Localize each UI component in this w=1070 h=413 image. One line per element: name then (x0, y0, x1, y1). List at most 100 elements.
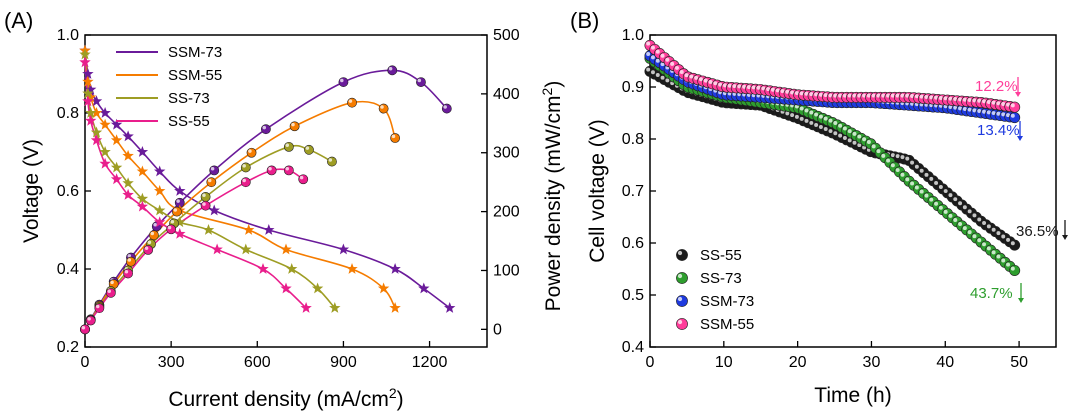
b-data-ball-highlight (876, 93, 881, 98)
panel-b-legend: SS-55 SS-73 SSM-73 SSM-55 (676, 247, 754, 333)
b-data-ball-highlight (938, 96, 943, 100)
a-power-ball (206, 177, 217, 188)
a-power-ball-highlight (242, 178, 246, 183)
a-power-ball-body (289, 121, 300, 132)
b-data-ball-highlight (780, 89, 785, 94)
a-y-tick-label: 0.6 (57, 183, 79, 200)
a-voltage-star (346, 263, 358, 274)
a-power-ball-body (123, 268, 133, 279)
b-data-ball-highlight (924, 95, 929, 99)
a-voltage-star (243, 224, 255, 235)
a-power-ball-highlight (380, 105, 384, 109)
b-data-ball-highlight (828, 93, 833, 98)
a-power-ball-body (105, 287, 116, 298)
a-power-ball-body (94, 303, 105, 314)
a-power-ball-body (266, 165, 277, 176)
a-voltage-star (280, 243, 292, 255)
a-power-ball-body (327, 156, 337, 167)
a-power-ball-highlight (173, 208, 178, 212)
b-data-ball-highlight (948, 193, 953, 198)
a-power-ball (240, 162, 251, 173)
panel-a-plot-frame (84, 34, 488, 348)
a-voltage-star (154, 185, 166, 196)
b-data-ball-highlight (996, 111, 1001, 116)
b-data-ball-highlight (986, 224, 991, 229)
b-data-ball-highlight (847, 93, 852, 98)
b-down-arrow (1017, 121, 1023, 141)
b-data-ball-highlight (1001, 258, 1006, 263)
b-data-ball-highlight (823, 127, 828, 131)
b-data-ball-highlight (852, 140, 857, 145)
b-data-ball-highlight (943, 209, 948, 214)
a-power-ball-highlight (328, 158, 333, 162)
a-voltage-star (82, 87, 94, 99)
a-y2-tick-label: 0 (493, 321, 502, 338)
a-power-ball-highlight (388, 66, 393, 71)
a-power-ball-body (200, 200, 211, 211)
panel-b-markers (644, 39, 1021, 276)
label-main: Power density (mW/cm (542, 95, 565, 311)
a-power-ball (338, 77, 349, 87)
a-y-tick-label: 0.4 (57, 261, 79, 278)
b-legend-label: SSM-55 (700, 316, 754, 333)
a-voltage-star (99, 118, 111, 130)
a-power-ball-highlight (417, 78, 422, 83)
a-power-ball-highlight (285, 143, 290, 147)
b-data-ball-highlight (881, 93, 886, 98)
b-data-ball-body (1009, 101, 1021, 113)
a-voltage-star (110, 161, 123, 173)
a-voltage-star (300, 302, 312, 313)
b-data-ball-highlight (986, 246, 991, 251)
b-x-tick-label: 30 (863, 354, 881, 371)
b-data-ball-highlight (737, 84, 742, 89)
a-voltage-star (418, 282, 430, 294)
b-data-ball-highlight (799, 91, 804, 96)
a-voltage-star (208, 204, 220, 216)
a-y2-tick-label: 100 (493, 262, 520, 279)
a-power-ball (347, 97, 357, 108)
b-data-ball-highlight (698, 77, 703, 82)
a-power-ball-highlight (210, 167, 215, 171)
a-power-ball-body (143, 244, 154, 255)
b-data-ball-highlight (924, 172, 929, 177)
b-data-ball-highlight (972, 98, 977, 103)
b-data-ball (1009, 264, 1021, 276)
b-legend-label: SSM-73 (700, 293, 754, 310)
b-data-ball-highlight (799, 116, 804, 121)
b-data-ball-highlight (651, 70, 655, 75)
b-data-ball-highlight (991, 227, 996, 232)
b-data-ball-highlight (814, 112, 819, 117)
a-voltage-star (136, 192, 149, 204)
b-data-ball-highlight (982, 221, 987, 225)
a-power-ball-highlight (202, 193, 206, 198)
b-data-ball-highlight (814, 122, 819, 127)
a-power-ball (304, 144, 314, 155)
a-y2-tick-label: 300 (493, 145, 520, 162)
a-voltage-star (389, 263, 401, 274)
b-data-ball-highlight (857, 134, 862, 139)
b-percent-annotation: 12.2% (975, 78, 1018, 95)
b-data-ball-highlight (1001, 102, 1006, 106)
a-voltage-star (99, 146, 111, 157)
b-data-ball-highlight (818, 114, 823, 119)
a-power-ball-body (85, 315, 96, 326)
a-power-ball (240, 177, 251, 188)
a-power-ball (85, 315, 96, 326)
a-power-ball (266, 165, 277, 176)
a-power-ball-highlight (81, 325, 86, 330)
a-power-ball-highlight (107, 289, 111, 293)
a-power-ball (200, 191, 211, 202)
a-power-ball-body (298, 174, 309, 185)
a-x-tick-label: 900 (330, 354, 357, 371)
a-power-ball (209, 165, 220, 176)
a-power-ball (246, 147, 257, 158)
b-legend-swatch-highlight (677, 273, 683, 279)
b-legend-swatch-body (676, 272, 688, 284)
b-data-ball-highlight (785, 111, 790, 116)
a-voltage-star (136, 200, 149, 212)
b-data-ball-highlight (876, 149, 881, 154)
b-data-ball-highlight (684, 73, 689, 78)
a-legend-label: SSM-73 (168, 44, 222, 61)
b-data-ball-highlight (703, 78, 708, 83)
a-x-tick-label: 300 (158, 354, 185, 371)
